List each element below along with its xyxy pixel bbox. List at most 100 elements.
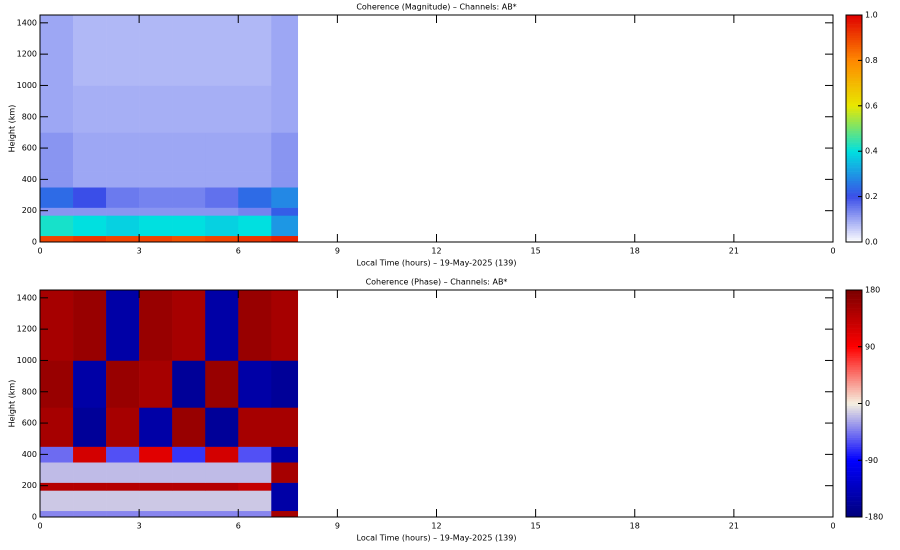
colorbar-swatch bbox=[846, 492, 862, 495]
heatmap-cell bbox=[238, 132, 272, 172]
heatmap-cell bbox=[139, 15, 173, 86]
heatmap-cell bbox=[139, 407, 173, 447]
y-tick-label: 800 bbox=[22, 112, 37, 121]
colorbar-swatch bbox=[846, 462, 862, 466]
heatmap-cell bbox=[139, 207, 173, 216]
colorbar-swatch bbox=[846, 319, 862, 323]
colorbar-swatch bbox=[846, 28, 862, 32]
colorbar-swatch bbox=[846, 126, 862, 129]
colorbar-swatch bbox=[846, 417, 862, 420]
heatmap-cell bbox=[73, 290, 107, 361]
heatmap-cell bbox=[40, 132, 74, 172]
colorbar-swatch bbox=[846, 74, 862, 77]
heatmap-cell bbox=[238, 290, 272, 361]
heatmap-cell bbox=[271, 235, 299, 243]
colorbar-swatch bbox=[846, 64, 862, 68]
colorbar-swatch bbox=[846, 192, 862, 195]
colorbar-swatch bbox=[846, 396, 862, 400]
colorbar-swatch bbox=[846, 339, 862, 343]
colorbar-swatch bbox=[846, 194, 862, 197]
colorbar-swatch bbox=[846, 67, 862, 70]
colorbar-swatch bbox=[846, 101, 862, 104]
colorbar-swatch bbox=[846, 355, 862, 359]
heatmap-cell bbox=[139, 290, 173, 361]
colorbar-swatch bbox=[846, 301, 862, 304]
x-tick-label: 15 bbox=[531, 522, 541, 531]
colorbar-tick-label: 0.2 bbox=[865, 192, 878, 201]
colorbar-swatch bbox=[846, 21, 862, 25]
x-tick-label: 18 bbox=[630, 522, 640, 531]
heatmap-cell bbox=[73, 510, 107, 518]
heatmap-cell bbox=[106, 187, 140, 208]
heatmap-cell bbox=[205, 290, 239, 361]
colorbar-swatch bbox=[846, 117, 862, 120]
colorbar-swatch bbox=[846, 460, 862, 463]
colorbar-swatch bbox=[846, 49, 862, 52]
colorbar-swatch bbox=[846, 428, 862, 432]
colorbar-swatch bbox=[846, 337, 862, 341]
heatmap-cell bbox=[238, 407, 272, 447]
colorbar-swatch bbox=[846, 19, 862, 23]
colorbar-swatch bbox=[846, 419, 862, 422]
heatmap-cell bbox=[106, 510, 140, 518]
colorbar-tick-label: -180 bbox=[865, 513, 883, 522]
heatmap-cell bbox=[106, 132, 140, 172]
colorbar-swatch bbox=[846, 201, 862, 204]
colorbar-swatch bbox=[846, 362, 862, 366]
heatmap-cell bbox=[172, 510, 206, 518]
heatmap-cell bbox=[40, 490, 74, 512]
colorbar-swatch bbox=[846, 17, 862, 20]
heatmap-cell bbox=[238, 215, 272, 237]
colorbar-swatch bbox=[846, 514, 862, 518]
colorbar-swatch bbox=[846, 62, 862, 66]
colorbar-swatch bbox=[846, 121, 862, 125]
heatmap-cell bbox=[106, 85, 140, 133]
colorbar-swatch bbox=[846, 37, 862, 41]
colorbar-swatch bbox=[846, 324, 862, 327]
heatmap-cell bbox=[139, 462, 173, 483]
x-tick-label: 9 bbox=[335, 247, 340, 256]
colorbar-swatch bbox=[846, 383, 862, 386]
y-tick-label: 200 bbox=[22, 481, 37, 490]
heatmap-cell bbox=[172, 446, 206, 463]
colorbar-swatch bbox=[846, 198, 862, 202]
heatmap-cell bbox=[238, 15, 272, 86]
colorbar-swatch bbox=[846, 205, 862, 209]
colorbar-swatch bbox=[846, 496, 862, 500]
heatmap-cell bbox=[172, 15, 206, 86]
heatmap-cell bbox=[238, 490, 272, 512]
heatmap-cell bbox=[106, 446, 140, 463]
heatmap-cell bbox=[139, 490, 173, 512]
colorbar-swatch bbox=[846, 367, 862, 370]
colorbar-swatch bbox=[846, 178, 862, 182]
colorbar-swatch bbox=[846, 292, 862, 295]
colorbar-swatch bbox=[846, 98, 862, 102]
heatmap-cell bbox=[271, 171, 299, 188]
heatmap-cell bbox=[106, 462, 140, 483]
colorbar-frame bbox=[845, 14, 863, 243]
heatmap-cell bbox=[106, 482, 140, 491]
colorbar-swatch bbox=[846, 469, 862, 472]
heatmap-cell bbox=[40, 482, 74, 491]
heatmap-cell bbox=[172, 171, 206, 188]
colorbar-swatch bbox=[846, 358, 862, 361]
colorbar-swatch bbox=[846, 414, 862, 418]
y-tick-label: 400 bbox=[22, 450, 37, 459]
colorbar-swatch bbox=[846, 346, 862, 350]
colorbar-swatch bbox=[846, 512, 862, 516]
heatmap-cell bbox=[271, 490, 299, 512]
colorbar-swatch bbox=[846, 330, 862, 334]
colorbar-swatch bbox=[846, 487, 862, 491]
colorbar-swatch bbox=[846, 60, 862, 63]
heatmap-cell bbox=[271, 215, 299, 237]
heatmap-cell bbox=[106, 15, 140, 86]
heatmap-cell bbox=[172, 207, 206, 216]
heatmap-cell bbox=[40, 171, 74, 188]
heatmap-cell bbox=[139, 446, 173, 463]
x-tick-label: 0 bbox=[37, 247, 42, 256]
colorbar-swatch bbox=[846, 296, 862, 300]
colorbar-swatch bbox=[846, 232, 862, 236]
colorbar-swatch bbox=[846, 69, 862, 73]
heatmap-cell bbox=[73, 360, 107, 408]
